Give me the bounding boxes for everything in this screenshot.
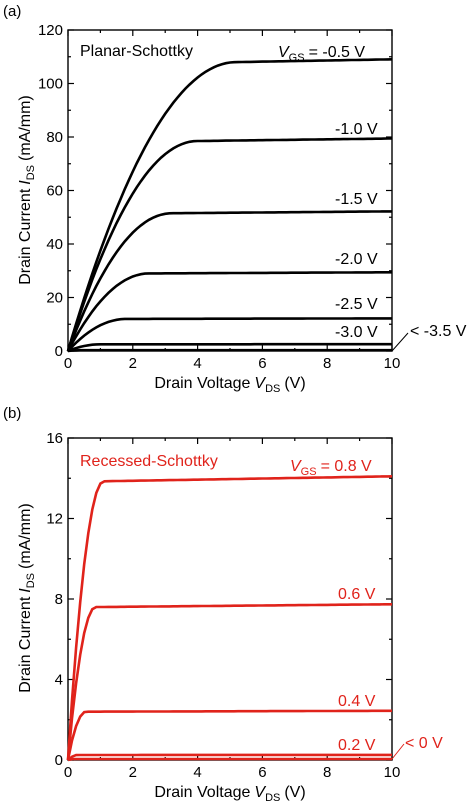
panel-b-series-label-2: 0.4 V [338, 693, 376, 710]
series-line-0 [66, 58, 393, 352]
panel-a-ylabel: Drain Current IDS (mA/mm) [17, 95, 37, 285]
panel-b-ylabel: Drain Current IDS (mA/mm) [17, 503, 37, 693]
series-line-4 [67, 317, 392, 352]
panel-a-curves [66, 58, 393, 353]
panel-b-legend-vgs: VGS = 0.8 V [290, 458, 372, 478]
series-line-4 [67, 757, 392, 762]
x-tick-label: 10 [384, 355, 401, 372]
panel-b-series-label-3: 0.2 V [338, 737, 376, 754]
panel-a-xlabel: Drain Voltage VDS (V) [154, 375, 305, 395]
series-line-3 [67, 753, 392, 762]
y-tick-label: 80 [46, 129, 63, 146]
series-line-2 [66, 210, 392, 352]
panel-b-legend-sub: GS [301, 466, 317, 478]
series-line-1 [66, 603, 392, 761]
y-tick-label: 120 [38, 22, 63, 39]
panel-a-ylabel-text: Drain Current [17, 188, 34, 285]
y-tick-label: 4 [55, 672, 63, 689]
x-tick-label: 10 [384, 764, 401, 781]
panel-a-ylabel-unit: (mA/mm) [17, 95, 34, 161]
x-tick-label: 2 [129, 764, 137, 781]
panel-b-ylabel-unit: (mA/mm) [17, 503, 34, 569]
panel-b-ticks: 0 2 4 6 8 10 0 4 8 12 16 [46, 430, 400, 781]
panel-b-xlabel-text: Drain Voltage [154, 784, 250, 801]
panel-b-leader-line [391, 743, 405, 760]
series-line-6 [67, 348, 392, 353]
panel-a-title: Planar-Schottky [80, 43, 193, 60]
panel-b-title: Recessed-Schottky [80, 453, 218, 470]
panel-a-series-label-0: = -0.5 V [309, 44, 366, 61]
panel-b-xlabel-sym: V [254, 784, 266, 801]
series-line-5 [67, 342, 392, 353]
series-line-0 [66, 475, 393, 761]
panel-a-series-label-5: -3.0 V [335, 324, 378, 341]
panel-b-legend-sym: V [290, 458, 302, 475]
panel-a-legend-sub: GS [289, 52, 305, 64]
series-line-2 [66, 709, 392, 761]
x-tick-label: 6 [258, 355, 266, 372]
panel-a-xlabel-unit: (V) [284, 375, 305, 392]
y-tick-label: 100 [38, 76, 63, 93]
y-tick-label: 40 [46, 236, 63, 253]
x-tick-label: 0 [64, 764, 72, 781]
panel-b-xlabel-unit: (V) [284, 784, 305, 801]
panel-b-xlabel-sub: DS [265, 792, 280, 804]
panel-a-series-label-6: < -3.5 V [410, 323, 467, 340]
y-tick-label: 12 [46, 511, 63, 528]
panel-b-label: (b) [3, 405, 21, 422]
panel-a-legend-sym: V [278, 44, 290, 61]
y-tick-label: 60 [46, 183, 63, 200]
panel-b-xlabel: Drain Voltage VDS (V) [154, 784, 305, 804]
panel-b-ylabel-sub: DS [25, 573, 37, 588]
x-tick-label: 2 [129, 355, 137, 372]
panel-a-legend-vgs: VGS = -0.5 V [278, 44, 365, 64]
panel-b-series-label-1: 0.6 V [338, 586, 376, 603]
series-line-1 [66, 137, 392, 352]
y-tick-label: 8 [55, 591, 63, 608]
x-tick-label: 4 [193, 355, 201, 372]
y-tick-label: 0 [55, 752, 63, 769]
panel-b-series-label-0: = 0.8 V [321, 458, 372, 475]
panel-a-ylabel-sym: I [17, 180, 34, 185]
panel-a-leader-line [391, 332, 409, 352]
panel-a-series-label-1: -1.0 V [335, 121, 378, 138]
series-line-3 [66, 271, 392, 352]
y-tick-label: 0 [55, 343, 63, 360]
y-tick-label: 16 [46, 430, 63, 447]
panel-b-ylabel-sym: I [17, 588, 34, 593]
panel-a-xlabel-sym: V [254, 375, 266, 392]
panel-a-series-label-2: -1.5 V [335, 191, 378, 208]
x-tick-label: 4 [193, 764, 201, 781]
x-tick-label: 8 [323, 764, 331, 781]
panel-a-series-label-4: -2.5 V [335, 296, 378, 313]
panel-a-xlabel-text: Drain Voltage [154, 375, 250, 392]
x-tick-label: 8 [323, 355, 331, 372]
panel-a-series-label-3: -2.0 V [335, 251, 378, 268]
panel-b-ylabel-text: Drain Current [17, 596, 34, 693]
panel-b-curves [66, 475, 393, 762]
x-tick-label: 0 [64, 355, 72, 372]
panel-b-series-label-4: < 0 V [405, 735, 443, 752]
x-tick-label: 6 [258, 764, 266, 781]
panel-a-xlabel-sub: DS [265, 383, 280, 395]
panel-a-label: (a) [3, 3, 21, 20]
panel-a-ylabel-sub: DS [25, 165, 37, 180]
y-tick-label: 20 [46, 290, 63, 307]
